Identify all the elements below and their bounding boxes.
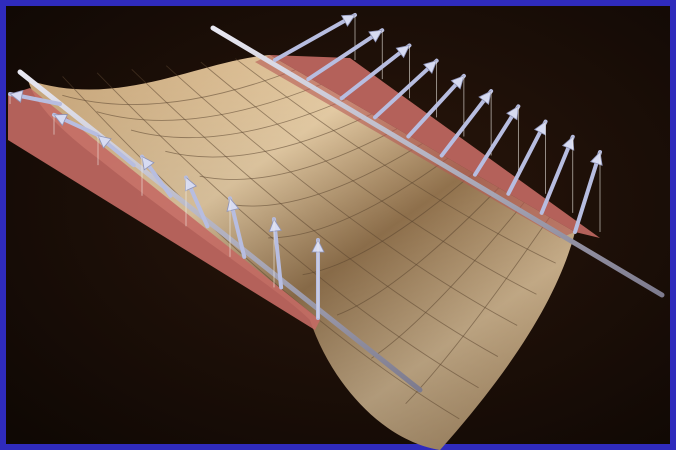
grid-line: [62, 69, 296, 105]
grid-line: [96, 72, 479, 389]
arrow-icon: [473, 104, 521, 177]
grid-line: [336, 187, 500, 316]
grid-line: [96, 84, 322, 121]
arrow-icon: [539, 134, 575, 215]
back-ruled-strip: [270, 55, 600, 238]
grid-line: [199, 128, 398, 180]
grid-line: [62, 76, 460, 420]
arrow-icon: [573, 150, 603, 234]
grid-line: [165, 113, 372, 158]
grid-line: [371, 202, 525, 359]
grid-line: [131, 68, 499, 357]
grid-line: [235, 58, 556, 264]
arrow-icon: [273, 13, 357, 62]
arrow-icon: [226, 196, 247, 259]
arrow-icon: [306, 28, 385, 82]
arrow-icon: [96, 133, 136, 168]
arrow-icon: [268, 217, 284, 290]
back-rod: [210, 25, 665, 298]
front-rod: [17, 69, 423, 393]
grid-line: [200, 61, 537, 295]
normal-vectors: [8, 13, 603, 320]
grid-line: [268, 157, 449, 239]
arrow-icon: [140, 154, 173, 198]
arrow-icon: [506, 119, 548, 196]
arrow-icon: [339, 43, 412, 101]
grid-line: [130, 98, 347, 139]
arrow-icon: [311, 238, 325, 320]
front-ruled-strip: [8, 88, 320, 330]
grid-line: [165, 65, 518, 326]
arrow-icon: [184, 175, 210, 229]
arrow-icon: [52, 112, 99, 137]
arrow-icon: [439, 89, 494, 158]
arrow-icon: [8, 89, 62, 106]
